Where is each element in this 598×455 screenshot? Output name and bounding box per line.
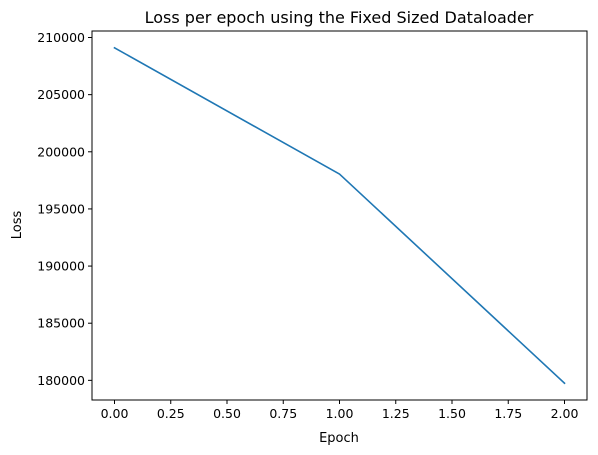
x-tick-label: 1.25 [382, 406, 410, 421]
x-tick-label: 1.50 [438, 406, 466, 421]
y-tick-label: 200000 [37, 144, 85, 159]
x-tick-label: 1.00 [326, 406, 354, 421]
x-axis-label: Epoch [319, 431, 359, 446]
y-axis-label: Loss [10, 211, 25, 240]
y-tick-label: 190000 [37, 259, 85, 274]
x-tick-label: 2.00 [551, 406, 579, 421]
y-tick-label: 210000 [37, 30, 85, 45]
x-tick-label: 0.25 [157, 406, 185, 421]
chart-title: Loss per epoch using the Fixed Sized Dat… [145, 8, 534, 27]
plot-frame [91, 30, 588, 401]
loss-series-line [113, 46, 566, 385]
x-tick-label: 1.75 [494, 406, 522, 421]
y-tick-label: 205000 [37, 87, 85, 102]
x-tick-label: 0.00 [101, 406, 129, 421]
y-tick-label: 180000 [37, 373, 85, 388]
x-tick-label: 0.50 [213, 406, 241, 421]
plot-area: 0.00 0.25 0.50 0.75 1.00 1.25 1.50 1.75 2.00 1800… [37, 30, 588, 421]
y-tick-label: 185000 [37, 316, 85, 331]
y-tick-label: 195000 [37, 201, 85, 216]
x-tick-label: 0.75 [269, 406, 297, 421]
